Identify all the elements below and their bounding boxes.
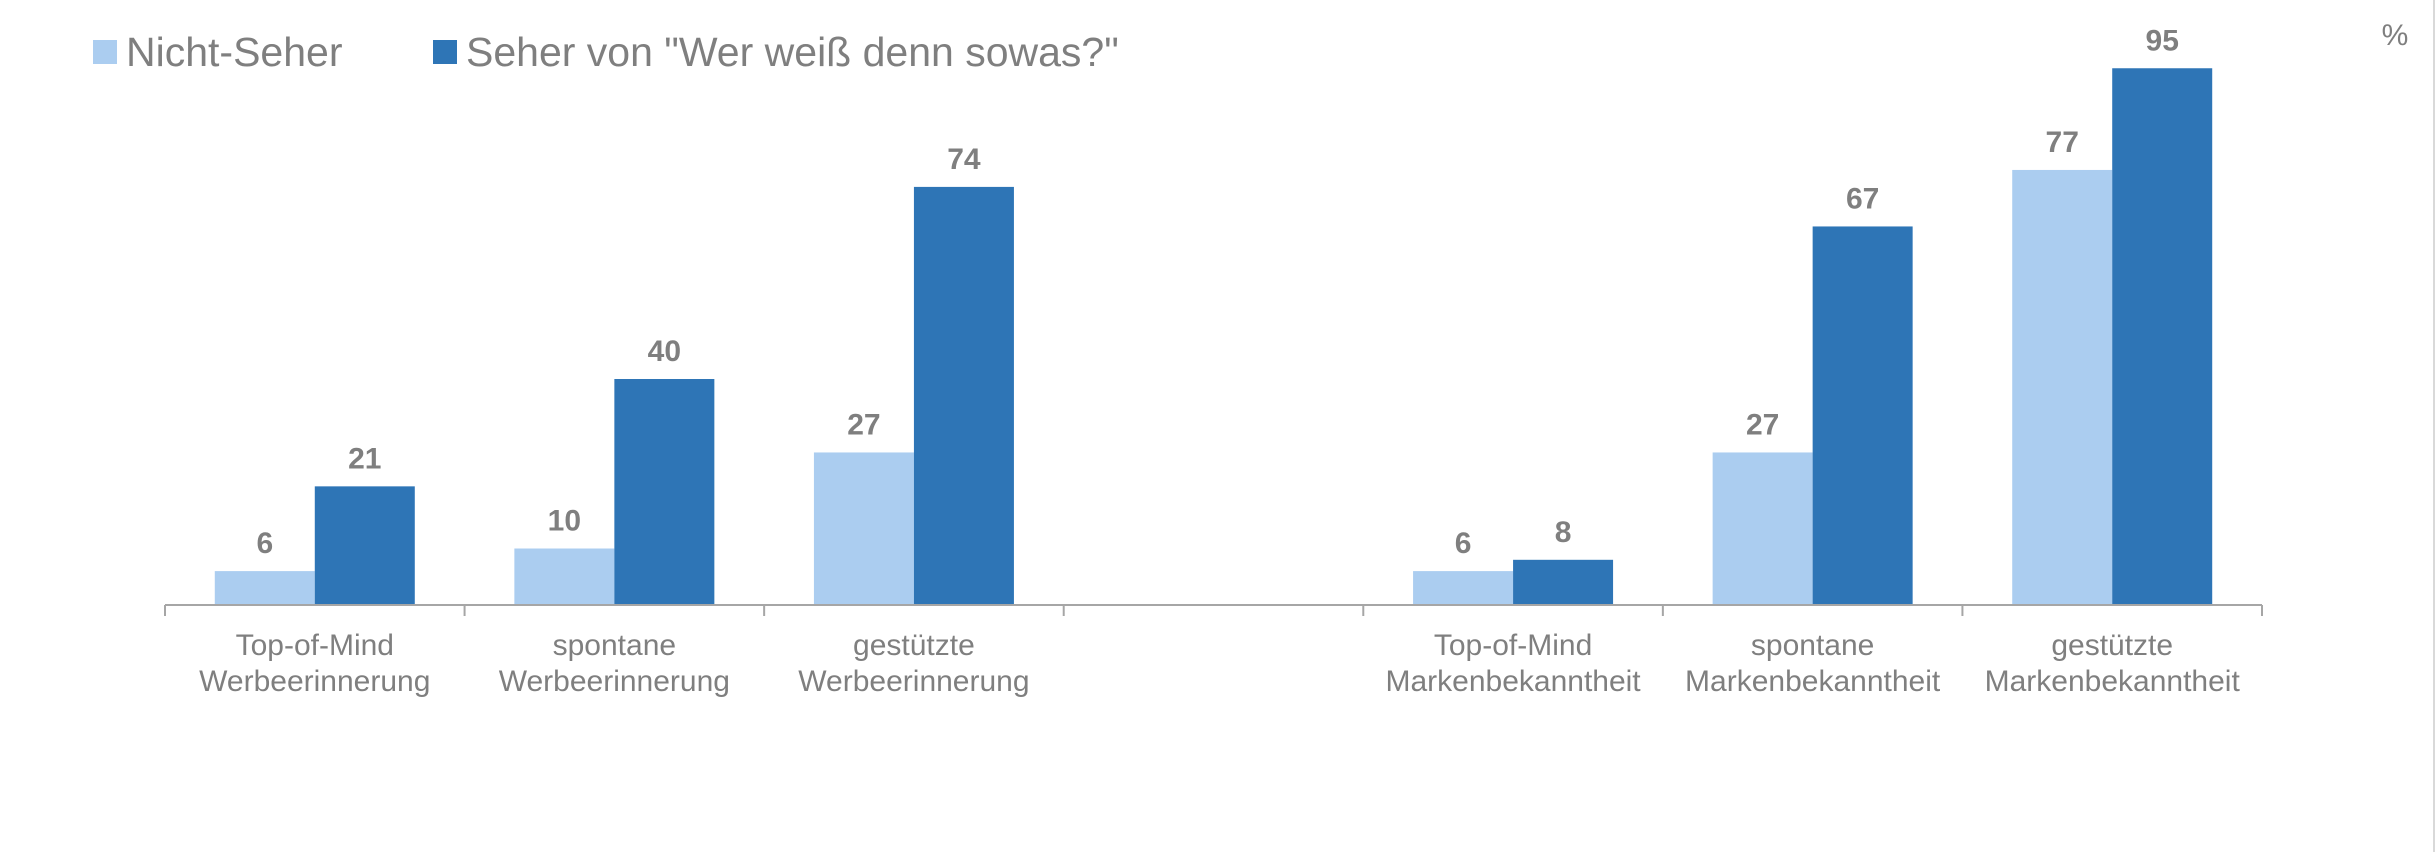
legend-swatch: [93, 40, 117, 64]
x-tick-labels: Top-of-MindWerbeerinnerungspontaneWerbee…: [199, 629, 2240, 698]
data-label: 8: [1555, 516, 1572, 549]
data-label: 74: [947, 143, 981, 176]
data-label: 40: [648, 335, 681, 368]
legend-swatch: [433, 40, 457, 64]
value-labels: 6 21 10 40 27 74 6 8 27 67 77 95: [256, 24, 2178, 560]
x-tick-label: Top-of-Mind: [1434, 629, 1592, 662]
bar: [514, 548, 615, 605]
x-tick-label: Markenbekanntheit: [1685, 665, 1941, 698]
data-label: 67: [1846, 182, 1879, 215]
bar: [1712, 452, 1813, 605]
legend-label: Seher von "Wer weiß denn sowas?": [466, 29, 1119, 75]
bar: [314, 486, 415, 605]
bar: [214, 571, 315, 605]
x-tick-label: Top-of-Mind: [236, 629, 394, 662]
data-label: 27: [847, 408, 880, 441]
bar: [2012, 169, 2113, 605]
frame-border: [2433, 0, 2435, 852]
legend: Nicht-Seher Seher von "Wer weiß denn sowa…: [93, 29, 1119, 75]
data-label: 77: [2046, 126, 2079, 159]
x-tick-label: spontane: [553, 629, 676, 662]
bar: [2112, 68, 2213, 605]
bars: [214, 68, 2213, 605]
data-label: 6: [256, 527, 273, 560]
bar: [1513, 559, 1614, 605]
x-tick-label: Werbeerinnerung: [199, 665, 430, 698]
x-tick-label: Markenbekanntheit: [1985, 665, 2241, 698]
data-label: 27: [1746, 408, 1779, 441]
unit-label: %: [2382, 19, 2409, 52]
bar: [1413, 571, 1514, 605]
data-label: 6: [1455, 527, 1472, 560]
x-tick-label: Werbeerinnerung: [499, 665, 730, 698]
x-tick-label: gestützte: [853, 629, 975, 662]
data-label: 95: [2146, 24, 2179, 57]
bar: [614, 379, 715, 605]
x-tick-label: Werbeerinnerung: [798, 665, 1029, 698]
bar: [813, 452, 914, 605]
bar: [913, 186, 1014, 605]
x-axis: [164, 604, 2263, 616]
x-tick-label: spontane: [1751, 629, 1874, 662]
x-tick-label: gestützte: [2051, 629, 2173, 662]
data-label: 10: [548, 505, 581, 538]
legend-label: Nicht-Seher: [126, 29, 342, 75]
data-label: 21: [348, 442, 381, 475]
bar: [1812, 226, 1913, 605]
x-tick-label: Markenbekanntheit: [1385, 665, 1641, 698]
